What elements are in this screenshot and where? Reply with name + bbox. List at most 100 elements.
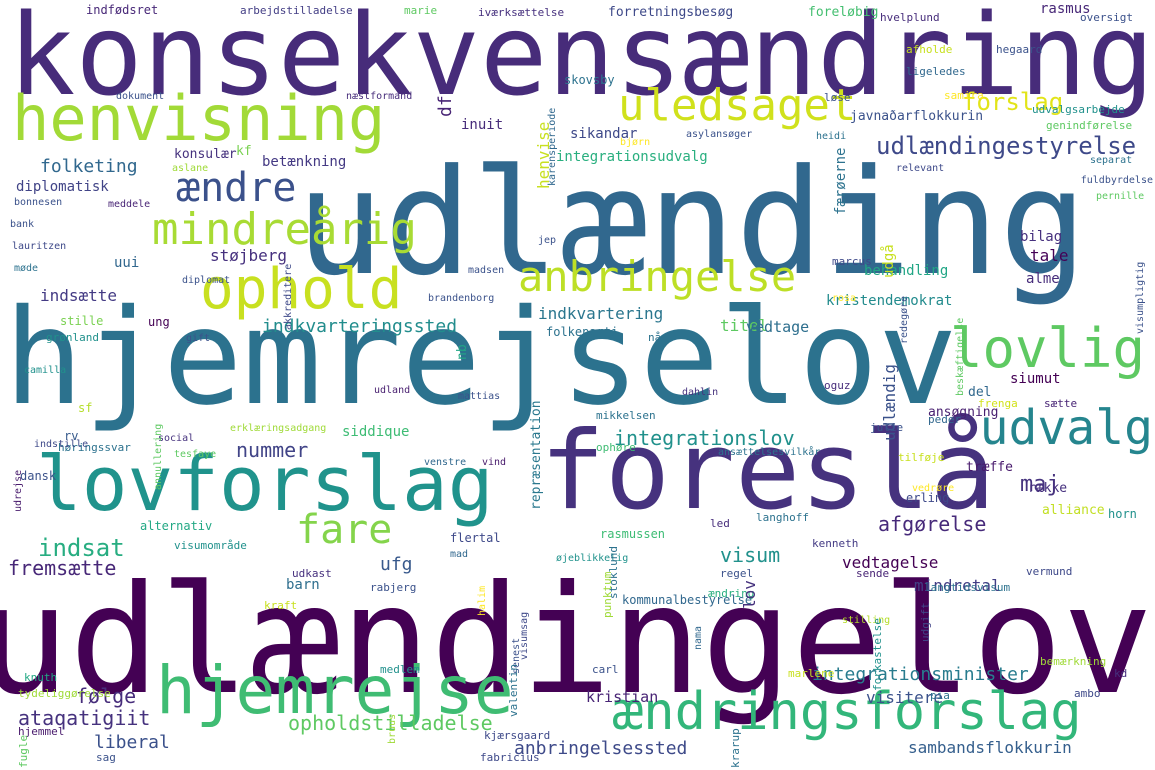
cloud-word: iværksættelse	[478, 6, 565, 19]
cloud-word: valentin	[507, 664, 520, 717]
cloud-word: betænkning	[262, 154, 347, 170]
cloud-word: rasmussen	[600, 527, 666, 541]
cloud-word: uui	[114, 255, 140, 271]
cloud-word: erklæringsadgang	[230, 423, 327, 434]
cloud-word: dahlin	[682, 387, 719, 398]
cloud-word: hvelplund	[880, 11, 940, 24]
cloud-word: sætte	[1044, 397, 1078, 410]
cloud-word: marie	[404, 4, 438, 17]
cloud-word: ufg	[380, 554, 413, 575]
cloud-word: folkeparti	[546, 325, 619, 339]
cloud-word: ligeledes	[906, 65, 966, 78]
cloud-word: indfødsret	[86, 3, 159, 17]
cloud-word: df	[435, 95, 456, 117]
cloud-word: lov	[740, 580, 759, 609]
cloud-word: stilling	[842, 615, 891, 626]
cloud-word: madsen	[468, 265, 505, 276]
cloud-word: barn	[286, 577, 320, 593]
cloud-word: asylansøger	[686, 129, 753, 140]
cloud-word: udvalg	[979, 400, 1153, 456]
cloud-word: kommunalbestyrelse	[622, 593, 753, 607]
cloud-word: tale	[1030, 246, 1069, 265]
cloud-word: indsætte	[40, 286, 118, 305]
cloud-word: heidi	[816, 131, 847, 142]
cloud-word: jep	[538, 235, 557, 246]
cloud-word: titel	[720, 316, 769, 335]
cloud-word: beskæftigelse	[955, 317, 966, 396]
cloud-word: ophøre	[596, 441, 636, 454]
cloud-word: visumområde	[174, 539, 247, 552]
cloud-word: vind	[482, 457, 507, 468]
cloud-word: oguz	[824, 379, 851, 392]
cloud-word: stille	[60, 314, 104, 328]
cloud-word: bjørn	[620, 137, 651, 148]
cloud-word: maj	[1020, 472, 1060, 497]
cloud-word: gift	[186, 333, 211, 344]
cloud-word: vedtage	[746, 318, 810, 336]
cloud-word: afholde	[906, 43, 953, 56]
cloud-word: bank	[10, 219, 35, 230]
cloud-word: udlændingestyrelse	[876, 132, 1137, 160]
cloud-word: ambo	[1074, 687, 1101, 700]
cloud-word: del	[968, 385, 992, 400]
cloud-word: pia	[930, 689, 950, 702]
cloud-word: høringssvar	[58, 441, 131, 454]
cloud-word: visum	[720, 543, 781, 567]
cloud-word: camilla	[24, 365, 67, 376]
cloud-word: lovlig	[950, 317, 1146, 380]
cloud-word: venstre	[424, 457, 467, 468]
cloud-word: brandenborg	[428, 293, 495, 304]
cloud-word: behandling	[864, 263, 949, 279]
cloud-word: udlænding	[296, 138, 1088, 308]
cloud-word: fuldbyrdelse	[1080, 175, 1153, 186]
cloud-word: henvise	[534, 121, 553, 189]
cloud-word: mattias	[458, 391, 501, 402]
cloud-word: færøerne	[833, 147, 849, 215]
cloud-word: sag	[96, 751, 116, 764]
cloud-word: anbringelse	[518, 252, 797, 301]
cloud-word: ændre	[176, 165, 297, 211]
cloud-word: kjærsgaard	[484, 729, 551, 742]
cloud-word: indkvartering	[538, 304, 664, 323]
cloud-word: ændring	[708, 587, 755, 600]
cloud-word: liberal	[94, 732, 170, 753]
cloud-word: fabricius	[480, 751, 540, 764]
cloud-word: oversigt	[1080, 11, 1133, 24]
cloud-word: kenneth	[812, 537, 859, 550]
cloud-word: kraft	[264, 599, 298, 612]
cloud-word: fugle	[17, 734, 30, 768]
cloud-word: langtidsvisum	[924, 581, 1011, 594]
cloud-word: kristian	[586, 688, 659, 706]
cloud-word: ung	[148, 315, 170, 329]
cloud-word: nummer	[236, 438, 309, 462]
cloud-word: medlem	[380, 663, 420, 676]
cloud-word: forkastelse	[871, 618, 884, 691]
cloud-word: næstformand	[346, 91, 413, 102]
cloud-word: peder	[928, 413, 962, 426]
cloud-word: løse	[824, 91, 851, 104]
cloud-word: samira	[944, 89, 984, 102]
cloud-word: rasmus	[1040, 1, 1091, 17]
cloud-word: rabjerg	[370, 581, 417, 594]
cloud-word: uledsaget	[618, 80, 857, 131]
cloud-word: grønland	[46, 331, 99, 344]
cloud-word: konsulær	[174, 147, 237, 162]
cloud-word: tesfaye	[174, 449, 217, 460]
cloud-word: støjberg	[210, 246, 288, 265]
cloud-word: nå	[648, 331, 662, 344]
cloud-word: ansættelsesvilkår	[718, 447, 821, 458]
cloud-word: bruus	[387, 713, 398, 744]
cloud-word: lovforslag	[36, 439, 494, 528]
cloud-word: pernille	[1096, 191, 1145, 202]
cloud-word: visumpligtig	[1135, 261, 1146, 334]
cloud-word: annullering	[153, 423, 164, 490]
cloud-word: møde	[14, 263, 39, 274]
cloud-word: udlændingelov	[0, 554, 1153, 728]
cloud-word: anbringelsessted	[514, 738, 688, 759]
cloud-word: inuit	[461, 117, 504, 133]
cloud-word: visitere	[866, 688, 944, 707]
cloud-word: led	[710, 517, 730, 530]
cloud-word: integrationslov	[614, 426, 795, 450]
cloud-word: sikandar	[570, 126, 638, 142]
cloud-word: følge	[76, 684, 137, 708]
